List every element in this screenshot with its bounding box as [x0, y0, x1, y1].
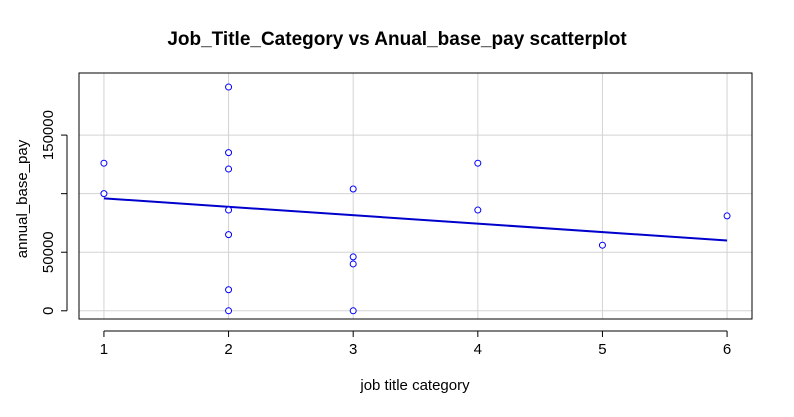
data-point: [349, 185, 357, 193]
data-point: [225, 149, 233, 157]
data-point: [100, 159, 108, 167]
data-point: [349, 307, 357, 315]
data-point: [225, 307, 233, 315]
x-tick-label: 5: [598, 341, 606, 358]
x-tick-label: 2: [224, 341, 232, 358]
regression-line: [103, 197, 728, 242]
data-point: [474, 159, 482, 167]
data-point: [225, 286, 233, 294]
data-point: [225, 206, 233, 214]
data-point: [100, 190, 108, 198]
plot-frame: [78, 72, 753, 320]
x-tick-label: 4: [474, 341, 482, 358]
data-point: [349, 260, 357, 268]
data-point: [225, 83, 233, 91]
x-axis-label: job title category: [360, 377, 470, 394]
x-tick-label: 6: [723, 341, 731, 358]
data-point: [474, 206, 482, 214]
x-tick-label: 1: [100, 341, 108, 358]
data-point: [723, 212, 731, 220]
data-point: [225, 165, 233, 173]
y-tick-label: 50000: [40, 231, 57, 273]
data-point: [349, 253, 357, 261]
chart-title: Job_Title_Category vs Anual_base_pay sca…: [167, 29, 627, 50]
data-point: [225, 231, 233, 239]
y-tick-label: 0: [40, 307, 57, 315]
y-axis-label: annual_base_pay: [14, 139, 31, 259]
x-tick-label: 3: [349, 341, 357, 358]
y-tick-label: 150000: [40, 110, 57, 160]
data-point: [598, 241, 606, 249]
